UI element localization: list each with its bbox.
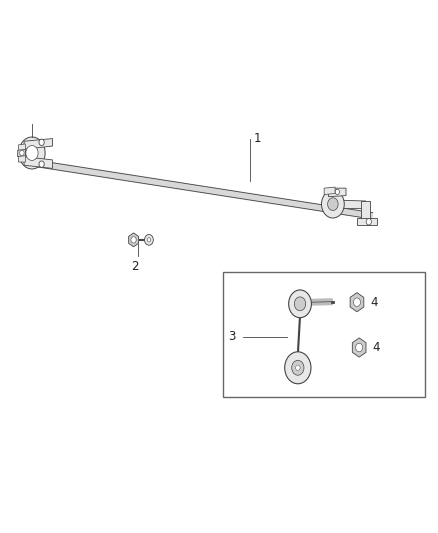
Circle shape	[356, 343, 363, 352]
Circle shape	[26, 146, 38, 160]
Polygon shape	[361, 201, 370, 220]
Circle shape	[353, 298, 360, 306]
Text: 4: 4	[370, 296, 378, 309]
Circle shape	[292, 360, 304, 375]
Text: 1: 1	[254, 132, 261, 145]
Text: 3: 3	[229, 330, 236, 343]
Circle shape	[321, 190, 344, 218]
Polygon shape	[18, 149, 25, 157]
Bar	[223, 272, 425, 397]
Circle shape	[39, 139, 44, 146]
Circle shape	[145, 235, 153, 245]
Polygon shape	[24, 157, 53, 168]
Circle shape	[335, 189, 339, 195]
Polygon shape	[328, 188, 346, 197]
Circle shape	[328, 198, 338, 211]
Circle shape	[20, 150, 24, 156]
Text: 2: 2	[131, 260, 139, 273]
Polygon shape	[350, 293, 364, 312]
Polygon shape	[129, 233, 138, 247]
Circle shape	[39, 161, 44, 167]
Polygon shape	[18, 144, 25, 162]
Polygon shape	[30, 159, 373, 219]
Circle shape	[19, 137, 45, 169]
Circle shape	[289, 290, 311, 318]
Polygon shape	[24, 139, 53, 149]
Polygon shape	[324, 187, 335, 195]
Text: 4: 4	[372, 341, 380, 354]
Circle shape	[294, 297, 306, 311]
Polygon shape	[357, 218, 377, 225]
Circle shape	[366, 219, 371, 225]
Circle shape	[296, 365, 300, 370]
Polygon shape	[328, 200, 366, 208]
Polygon shape	[352, 338, 366, 357]
Circle shape	[147, 238, 151, 242]
Circle shape	[285, 352, 311, 384]
Circle shape	[131, 237, 136, 243]
